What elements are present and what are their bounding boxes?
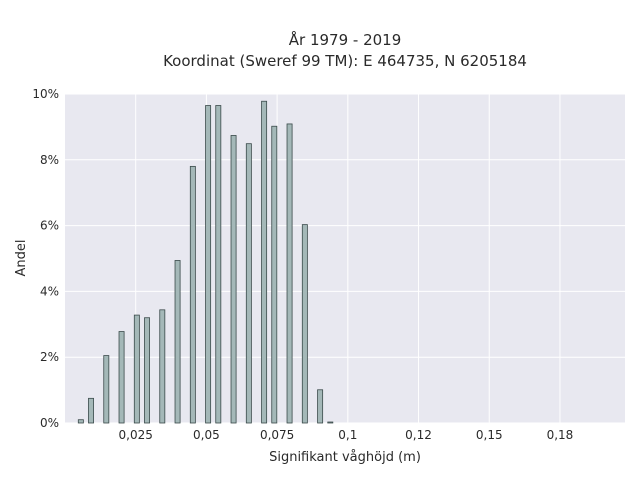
histogram-bar [230, 135, 237, 424]
x-tick-labels: 0,025 0,05 0,075 0,1 0,12 0,15 0,18 [119, 428, 574, 442]
x-tick-label: 0,15 [476, 428, 503, 442]
histogram-bar [261, 100, 268, 424]
histogram-bar [118, 331, 125, 424]
histogram-bar [205, 105, 212, 424]
histogram-bar [301, 224, 308, 424]
y-tick-label: 6% [40, 219, 59, 233]
y-tick-label: 10% [32, 87, 59, 101]
x-tick-label: 0,18 [547, 428, 574, 442]
x-tick-label: 0,12 [405, 428, 432, 442]
y-tick-label: 0% [40, 416, 59, 430]
histogram-bar [159, 309, 166, 424]
histogram-bar [215, 105, 222, 424]
histogram-bar [133, 314, 140, 424]
histogram-bar [189, 165, 196, 424]
histogram-bar [245, 143, 252, 424]
histogram-bar [144, 317, 150, 424]
histogram-bar [286, 123, 293, 424]
y-axis-label: Andel [14, 240, 29, 277]
x-axis-label: Signifikant våghöjd (m) [269, 450, 421, 465]
x-tick-label: 0,075 [260, 428, 294, 442]
histogram-bar [174, 260, 181, 424]
x-tick-label: 0,05 [193, 428, 220, 442]
histogram-bar [327, 421, 334, 424]
histogram-bar [271, 125, 278, 424]
chart-title: År 1979 - 2019 [289, 30, 402, 49]
bars [77, 100, 334, 424]
y-tick-labels: 0% 2% 4% 6% 8% 10% [32, 87, 59, 430]
histogram-bar [103, 355, 110, 424]
histogram-bar [88, 397, 94, 424]
plot-area [65, 94, 625, 423]
x-tick-label: 0,025 [119, 428, 153, 442]
y-tick-label: 4% [40, 284, 59, 298]
x-tick-label: 0,1 [338, 428, 357, 442]
histogram-bar [77, 419, 84, 424]
chart-subtitle: Koordinat (Sweref 99 TM): E 464735, N 62… [163, 52, 527, 70]
y-tick-label: 8% [40, 153, 59, 167]
histogram-bar [317, 389, 324, 424]
y-tick-label: 2% [40, 350, 59, 364]
